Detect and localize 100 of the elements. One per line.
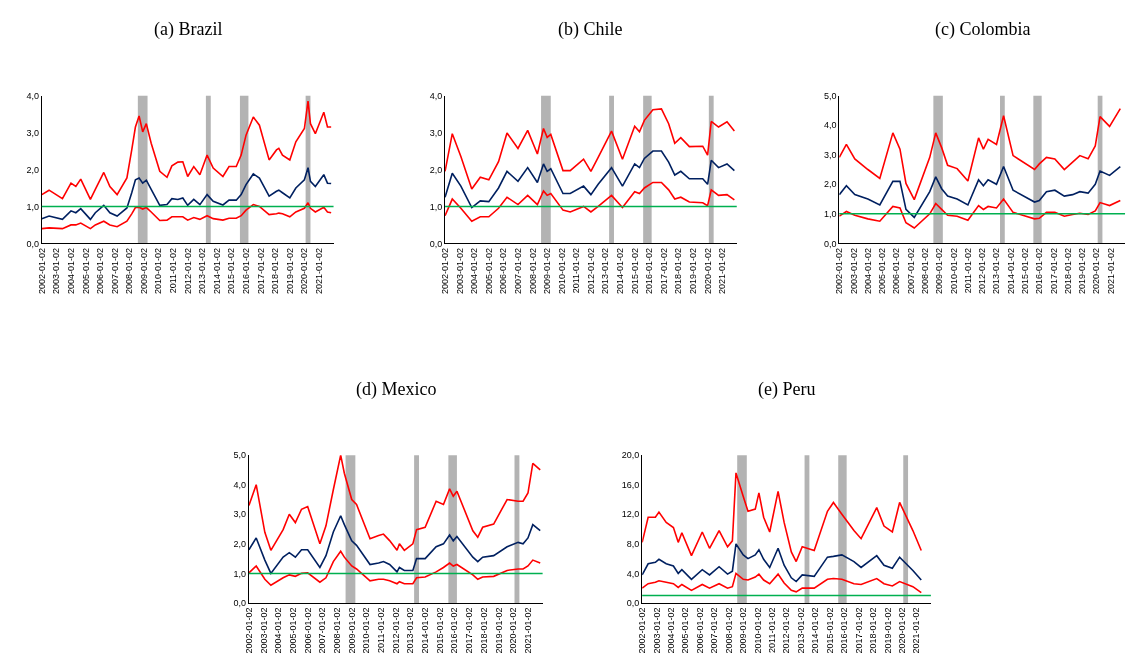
x-tick-label: 2015-01-02	[226, 247, 237, 295]
x-tick-label: 2017-01-02	[1048, 247, 1059, 295]
x-tick-label: 2006-01-02	[694, 607, 705, 654]
x-tick-label: 2006-01-02	[95, 247, 106, 295]
x-tick-label: 2021-01-02	[911, 607, 922, 654]
x-tick-label: 2009-01-02	[934, 247, 945, 295]
y-tick-label: 1,0	[26, 201, 40, 212]
y-tick-label: 2,0	[429, 164, 443, 175]
x-tick-label: 2015-01-02	[434, 607, 445, 654]
x-tick-label: 2006-01-02	[891, 247, 902, 295]
x-tick-label: 2004-01-02	[65, 247, 76, 295]
y-tick-label: 4,0	[26, 90, 40, 101]
x-tick-label: 2007-01-02	[512, 247, 523, 295]
y-tick-label: 8,0	[626, 538, 640, 549]
x-tick-label: 2003-01-02	[258, 607, 269, 654]
x-tick-label: 2007-01-02	[709, 607, 720, 654]
x-tick-label: 2008-01-02	[527, 247, 538, 295]
x-tick-label: 2021-01-02	[522, 607, 533, 654]
x-tick-label: 2013-01-02	[600, 247, 611, 295]
x-tick-label: 2020-01-02	[1091, 247, 1102, 295]
x-tick-label: 2012-01-02	[585, 247, 596, 295]
x-tick-label: 2017-01-02	[658, 247, 669, 295]
y-tick-label: 3,0	[823, 149, 837, 160]
x-tick-label: 2016-01-02	[839, 607, 850, 654]
x-tick-label: 2014-01-02	[615, 247, 626, 295]
x-tick-label: 2016-01-02	[1034, 247, 1045, 295]
x-tick-label: 2005-01-02	[287, 607, 298, 654]
x-tick-label: 2018-01-02	[270, 247, 281, 295]
y-tick-label: 0,0	[26, 238, 40, 249]
line-series	[41, 166, 332, 221]
y-tick-label: 3,0	[429, 127, 443, 138]
x-tick-label: 2020-01-02	[897, 607, 907, 654]
y-tick-label: 5,0	[823, 90, 837, 101]
line-series	[248, 514, 542, 575]
x-tick-label: 2007-01-02	[905, 247, 916, 295]
x-tick-label: 2010-01-02	[752, 607, 763, 654]
x-tick-label: 2013-01-02	[795, 607, 806, 654]
x-tick-label: 2011-01-02	[571, 247, 582, 294]
x-tick-label: 2017-01-02	[255, 247, 266, 295]
x-tick-label: 2017-01-02	[853, 607, 864, 654]
x-tick-label: 2011-01-02	[168, 247, 179, 294]
y-tick-label: 2,0	[233, 538, 247, 549]
y-tick-label: 4,0	[823, 120, 837, 131]
x-tick-label: 2017-01-02	[464, 607, 475, 654]
x-tick-label: 2008-01-02	[919, 247, 930, 295]
x-tick-label: 2011-01-02	[376, 607, 387, 653]
y-tick-label: 4,0	[233, 479, 247, 490]
x-tick-label: 2010-01-02	[948, 247, 959, 295]
x-tick-label: 2005-01-02	[483, 247, 494, 295]
x-tick-label: 2013-01-02	[405, 607, 416, 654]
y-tick-label: 0,0	[823, 238, 837, 249]
x-tick-label: 2004-01-02	[469, 247, 480, 295]
line-series	[642, 572, 923, 594]
x-tick-label: 2018-01-02	[868, 607, 879, 654]
chart-title: (c) Colombia	[935, 19, 1031, 40]
line-series	[248, 550, 542, 587]
y-tick-label: 20,0	[621, 450, 640, 461]
x-tick-label: 2020-01-02	[508, 607, 519, 654]
y-tick-label: 12,0	[621, 509, 640, 520]
x-tick-label: 2002-01-02	[637, 607, 648, 654]
chart-title: (e) Peru	[758, 379, 816, 400]
x-tick-label: 2012-01-02	[781, 607, 792, 654]
y-tick-label: 4,0	[626, 568, 640, 579]
x-tick-label: 2012-01-02	[390, 607, 401, 654]
x-tick-label: 2009-01-02	[542, 247, 553, 295]
x-tick-label: 2004-01-02	[666, 607, 676, 654]
chart-title: (d) Mexico	[356, 379, 437, 400]
x-tick-label: 2021-01-02	[313, 247, 324, 295]
x-tick-label: 2009-01-02	[138, 247, 149, 295]
x-tick-label: 2011-01-02	[767, 607, 778, 653]
x-tick-label: 2011-01-02	[962, 247, 973, 294]
x-tick-label: 2007-01-02	[109, 247, 120, 295]
x-tick-label: 2010-01-02	[361, 607, 372, 654]
x-tick-label: 2018-01-02	[673, 247, 684, 295]
y-tick-label: 1,0	[429, 201, 443, 212]
x-tick-label: 2003-01-02	[51, 247, 62, 295]
x-tick-label: 2009-01-02	[738, 607, 749, 654]
x-tick-label: 2020-01-02	[299, 247, 310, 295]
y-tick-label: 2,0	[26, 164, 40, 175]
x-tick-label: 2019-01-02	[284, 247, 295, 295]
x-tick-label: 2019-01-02	[1077, 247, 1088, 295]
x-tick-label: 2021-01-02	[1105, 247, 1116, 295]
line-series	[445, 108, 736, 190]
x-tick-label: 2005-01-02	[877, 247, 888, 295]
chart-title: (a) Brazil	[154, 19, 223, 40]
x-tick-label: 2013-01-02	[991, 247, 1002, 295]
y-tick-label: 2,0	[823, 179, 837, 190]
x-tick-label: 2014-01-02	[810, 607, 821, 654]
x-tick-label: 2002-01-02	[440, 247, 451, 295]
y-tick-label: 4,0	[429, 90, 443, 101]
y-tick-label: 1,0	[233, 568, 247, 579]
x-tick-label: 2009-01-02	[346, 607, 357, 654]
x-tick-label: 2013-01-02	[197, 247, 208, 295]
y-tick-label: 3,0	[233, 509, 247, 520]
x-tick-label: 2008-01-02	[124, 247, 135, 295]
chart-title: (b) Chile	[558, 19, 623, 40]
x-tick-label: 2014-01-02	[420, 607, 431, 654]
x-tick-label: 2020-01-02	[702, 247, 713, 295]
x-tick-label: 2008-01-02	[331, 607, 342, 654]
y-tick-label: 16,0	[621, 479, 640, 490]
